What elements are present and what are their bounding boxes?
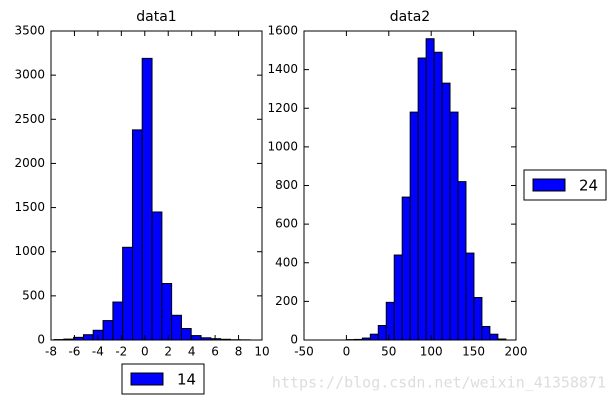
histogram-bar <box>141 57 153 341</box>
x-tick-label: -2 <box>115 345 127 359</box>
chart-title: data2 <box>390 9 430 25</box>
histogram-bar <box>393 254 403 341</box>
histogram-bar <box>425 38 435 341</box>
legend-swatch <box>532 178 566 192</box>
y-tick-label: 2500 <box>14 112 45 126</box>
y-tick-label: 600 <box>275 217 298 231</box>
histogram-bar <box>489 333 499 341</box>
histogram-bar <box>441 82 451 341</box>
y-tick-label: 1400 <box>267 62 298 76</box>
y-tick-label: 0 <box>37 333 45 347</box>
x-tick-label: 50 <box>381 345 396 359</box>
x-tick-label: -50 <box>294 345 314 359</box>
histogram-bar <box>131 129 143 341</box>
y-tick-label: 500 <box>22 288 45 302</box>
y-tick-label: 1000 <box>267 139 298 153</box>
legend-swatch <box>130 372 164 386</box>
legend-label: 14 <box>177 371 196 389</box>
y-tick-label: 1500 <box>14 200 45 214</box>
y-tick-label: 1200 <box>267 101 298 115</box>
x-tick-label: 6 <box>211 345 219 359</box>
y-tick-label: 200 <box>275 294 298 308</box>
chart-title: data1 <box>136 9 176 25</box>
histogram-bar <box>433 51 443 341</box>
x-tick-label: 200 <box>505 345 528 359</box>
x-tick-label: 2 <box>164 345 172 359</box>
x-tick-label: 10 <box>254 345 269 359</box>
histogram-bar <box>151 211 163 341</box>
histogram-bar <box>449 111 459 341</box>
y-tick-label: 0 <box>290 333 298 347</box>
plot-frame <box>50 30 263 341</box>
x-tick-label: 4 <box>188 345 196 359</box>
x-tick-label: 100 <box>420 345 443 359</box>
histogram-bar <box>102 320 114 341</box>
histogram-bar <box>481 325 491 341</box>
x-tick-label: -8 <box>45 345 57 359</box>
histogram-bar <box>82 334 94 341</box>
histogram-bar <box>465 252 475 341</box>
y-tick-label: 1600 <box>267 24 298 38</box>
x-tick-label: -6 <box>68 345 80 359</box>
histogram-bar <box>369 333 379 341</box>
x-tick-label: 8 <box>235 345 243 359</box>
watermark: https://blog.csdn.net/weixin_41358871 <box>272 374 606 392</box>
x-tick-label: 0 <box>343 345 351 359</box>
histogram-bar <box>112 301 124 341</box>
histogram-bar <box>417 57 427 341</box>
histogram-bar <box>457 181 467 341</box>
x-tick-label: 150 <box>462 345 485 359</box>
y-tick-label: 800 <box>275 178 298 192</box>
histogram-bar <box>161 282 173 341</box>
histogram-bar <box>122 246 133 341</box>
y-tick-label: 400 <box>275 255 298 269</box>
histogram-bar <box>180 328 192 341</box>
legend-label: 24 <box>579 177 598 195</box>
histogram-bar <box>377 325 387 341</box>
y-tick-label: 3000 <box>14 68 45 82</box>
histogram-bar <box>401 196 411 341</box>
histogram-bar <box>171 314 182 341</box>
histogram-bar <box>190 335 202 341</box>
y-tick-label: 2000 <box>14 156 45 170</box>
histogram-bar <box>473 297 483 341</box>
x-tick-label: -4 <box>92 345 104 359</box>
histogram-bar <box>409 111 419 341</box>
x-tick-label: 0 <box>141 345 149 359</box>
histogram-bar <box>385 301 395 341</box>
y-tick-label: 3500 <box>14 24 45 38</box>
y-tick-label: 1000 <box>14 244 45 258</box>
